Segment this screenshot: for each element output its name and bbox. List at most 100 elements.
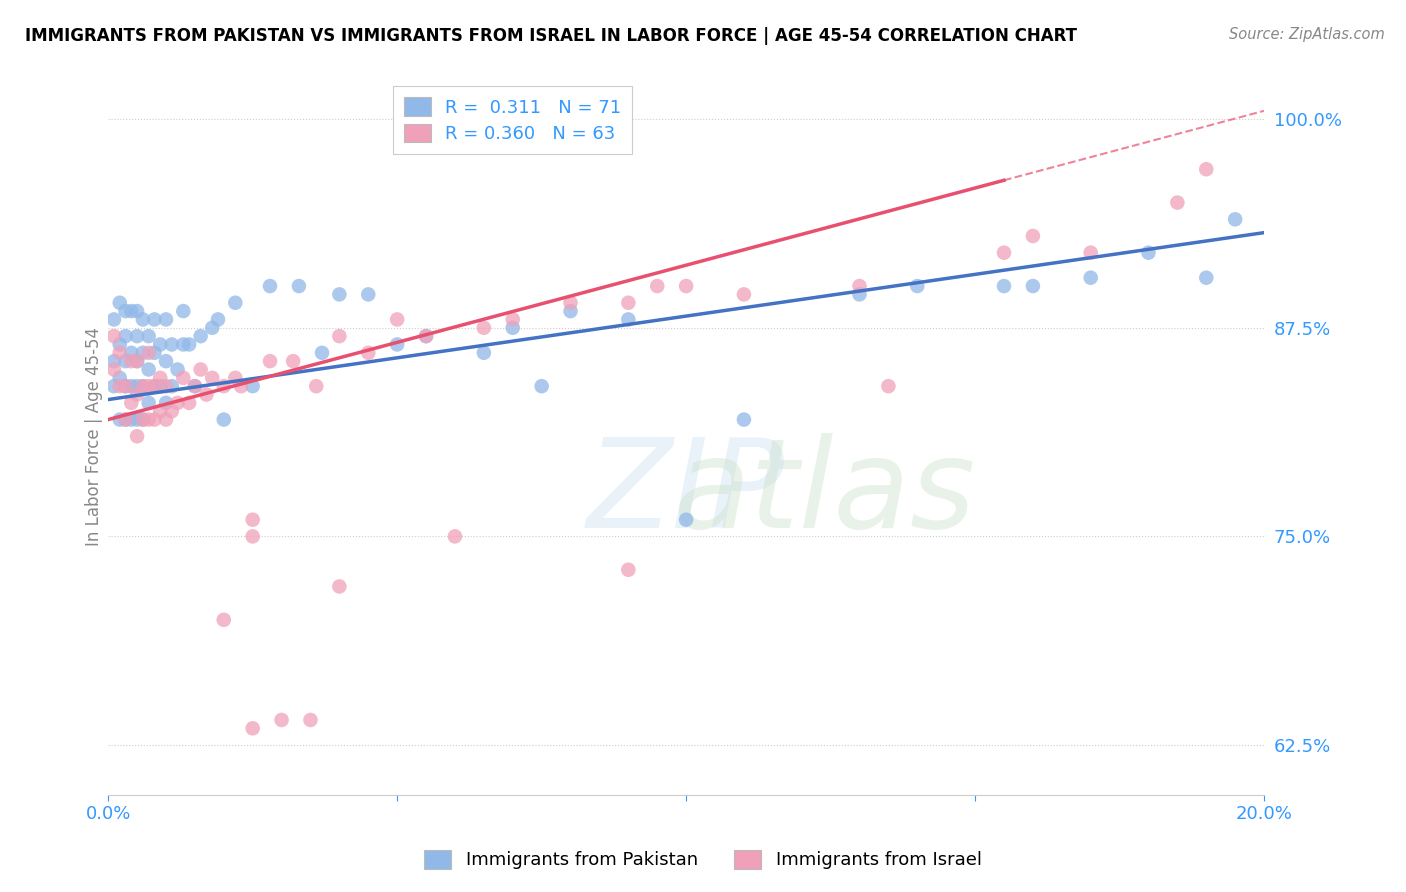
Point bbox=[905, 279, 928, 293]
Point bbox=[1080, 270, 1102, 285]
Point bbox=[224, 371, 246, 385]
Point bbox=[177, 337, 200, 351]
Text: IMMIGRANTS FROM PAKISTAN VS IMMIGRANTS FROM ISRAEL IN LABOR FORCE | AGE 45-54 CO: IMMIGRANTS FROM PAKISTAN VS IMMIGRANTS F… bbox=[25, 27, 1077, 45]
Point bbox=[195, 387, 218, 401]
Point bbox=[1137, 245, 1160, 260]
Point bbox=[120, 304, 142, 318]
Point bbox=[166, 362, 188, 376]
Point bbox=[114, 379, 136, 393]
Point bbox=[103, 362, 125, 376]
Point bbox=[357, 287, 380, 301]
Point bbox=[138, 362, 160, 376]
Point bbox=[138, 412, 160, 426]
Point bbox=[127, 304, 149, 318]
Point bbox=[212, 379, 235, 393]
Point bbox=[143, 346, 166, 360]
Point bbox=[177, 396, 200, 410]
Point bbox=[143, 379, 166, 393]
Point bbox=[143, 379, 166, 393]
Point bbox=[127, 354, 149, 368]
Point bbox=[224, 295, 246, 310]
Point bbox=[149, 337, 172, 351]
Point bbox=[212, 613, 235, 627]
Point bbox=[138, 396, 160, 410]
Point bbox=[675, 513, 697, 527]
Legend: R =  0.311   N = 71, R = 0.360   N = 63: R = 0.311 N = 71, R = 0.360 N = 63 bbox=[394, 87, 633, 154]
Point bbox=[138, 379, 160, 393]
Point bbox=[132, 412, 155, 426]
Point bbox=[444, 529, 467, 543]
Point bbox=[127, 354, 149, 368]
Point bbox=[472, 346, 495, 360]
Point bbox=[207, 312, 229, 326]
Point bbox=[149, 371, 172, 385]
Point bbox=[259, 354, 281, 368]
Point bbox=[877, 379, 900, 393]
Point bbox=[108, 346, 131, 360]
Point bbox=[848, 279, 870, 293]
Point bbox=[1223, 212, 1246, 227]
Point bbox=[242, 721, 264, 735]
Point bbox=[190, 362, 212, 376]
Point bbox=[120, 412, 142, 426]
Point bbox=[120, 379, 142, 393]
Point bbox=[114, 304, 136, 318]
Point bbox=[993, 245, 1015, 260]
Point bbox=[1195, 162, 1218, 177]
Point bbox=[172, 371, 194, 385]
Point bbox=[259, 279, 281, 293]
Point bbox=[617, 295, 640, 310]
Point bbox=[190, 329, 212, 343]
Point bbox=[645, 279, 668, 293]
Point bbox=[311, 346, 333, 360]
Point bbox=[103, 312, 125, 326]
Point bbox=[299, 713, 322, 727]
Point bbox=[132, 312, 155, 326]
Point bbox=[127, 412, 149, 426]
Text: atlas: atlas bbox=[673, 434, 976, 554]
Point bbox=[172, 304, 194, 318]
Point bbox=[155, 354, 177, 368]
Point bbox=[242, 529, 264, 543]
Point bbox=[1022, 229, 1045, 244]
Point bbox=[160, 404, 183, 418]
Point bbox=[242, 379, 264, 393]
Point bbox=[114, 412, 136, 426]
Point bbox=[132, 412, 155, 426]
Point bbox=[143, 312, 166, 326]
Point bbox=[242, 513, 264, 527]
Point bbox=[127, 429, 149, 443]
Point bbox=[270, 713, 292, 727]
Point bbox=[108, 379, 131, 393]
Point bbox=[103, 329, 125, 343]
Point bbox=[385, 337, 408, 351]
Point bbox=[103, 354, 125, 368]
Point bbox=[155, 312, 177, 326]
Point bbox=[160, 337, 183, 351]
Point bbox=[155, 379, 177, 393]
Point bbox=[108, 295, 131, 310]
Point bbox=[229, 379, 252, 393]
Point bbox=[114, 354, 136, 368]
Point bbox=[560, 295, 582, 310]
Point bbox=[1166, 195, 1188, 210]
Point bbox=[415, 329, 437, 343]
Point bbox=[530, 379, 553, 393]
Point bbox=[149, 379, 172, 393]
Point bbox=[155, 396, 177, 410]
Point bbox=[120, 354, 142, 368]
Point bbox=[160, 379, 183, 393]
Point bbox=[172, 337, 194, 351]
Point bbox=[120, 346, 142, 360]
Point bbox=[617, 563, 640, 577]
Point bbox=[328, 287, 350, 301]
Point bbox=[114, 412, 136, 426]
Point bbox=[127, 329, 149, 343]
Point bbox=[103, 379, 125, 393]
Point bbox=[733, 412, 755, 426]
Point bbox=[166, 396, 188, 410]
Point bbox=[127, 387, 149, 401]
Point bbox=[472, 320, 495, 334]
Point bbox=[138, 346, 160, 360]
Point bbox=[155, 412, 177, 426]
